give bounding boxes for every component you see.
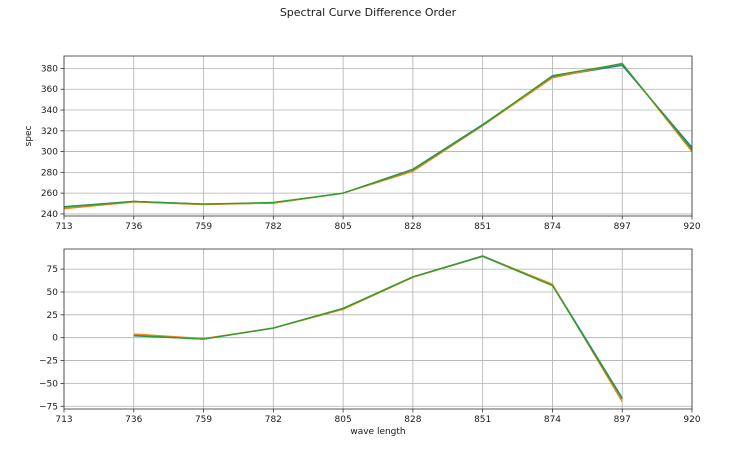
chart1-y-tick-label-6: 75	[47, 265, 58, 275]
chart1-x-tick-label-3: 782	[265, 415, 282, 425]
chart0-y-tick-label-5: 340	[41, 106, 58, 116]
chart0-x-tick-label-5: 828	[404, 222, 421, 232]
chart1-x-tick-label-9: 920	[683, 415, 700, 425]
chart1-x-tick-label-4: 805	[335, 415, 352, 425]
chart0-y-tick-label-4: 320	[41, 127, 58, 137]
chart0-series-line-2	[63, 63, 693, 208]
chart1-y-tick-label-3: 0	[52, 334, 58, 344]
chart1-y-tick-label-2: −25	[39, 357, 58, 367]
chart1-plot-frame	[63, 248, 693, 410]
chart1-y-tick-label-1: −50	[39, 379, 58, 389]
chart0-y-tick-label-7: 380	[41, 64, 58, 74]
chart0-x-tick-label-9: 920	[683, 222, 700, 232]
chart0-y-tick-label-0: 240	[41, 210, 58, 220]
chart0-plot-frame	[63, 55, 693, 217]
chart1-x-tick-label-6: 851	[474, 415, 491, 425]
chart0-y-tick-label-1: 260	[41, 189, 58, 199]
chart1-x-tick-label-2: 759	[195, 415, 212, 425]
chart0-x-tick-label-7: 874	[544, 222, 561, 232]
chart1-x-tick-label-5: 828	[404, 415, 421, 425]
chart1-x-tick-label-7: 874	[544, 415, 561, 425]
chart0-x-tick-label-8: 897	[614, 222, 631, 232]
chart0-y-tick-label-6: 360	[41, 85, 58, 95]
chart0-series-line-1	[63, 62, 693, 210]
chart1-x-axis-label: wave length	[350, 427, 405, 437]
chart1-x-tick-label-0: 713	[55, 415, 72, 425]
chart1-x-tick-label-1: 736	[125, 415, 142, 425]
chart0-x-tick-label-6: 851	[474, 222, 491, 232]
chart0-y-axis-label: spec	[24, 126, 34, 147]
chart0-x-tick-label-4: 805	[335, 222, 352, 232]
chart0-x-tick-label-0: 713	[55, 222, 72, 232]
figure-title: Spectral Curve Difference Order	[280, 6, 457, 19]
chart0-x-tick-label-2: 759	[195, 222, 212, 232]
chart1-x-tick-label-8: 897	[614, 415, 631, 425]
chart1-y-tick-label-5: 50	[47, 288, 59, 298]
chart0-y-tick-label-3: 300	[41, 148, 58, 158]
chart1-series-line-2	[133, 255, 623, 400]
chart1-series-line-1	[133, 255, 623, 403]
bottom-chart-difference: 713 736 759 782 805 828 851 874 897 920 −75 −50 −25 0…	[39, 248, 701, 437]
chart1-y-tick-label-0: −75	[39, 402, 58, 412]
chart0-x-tick-label-1: 736	[125, 222, 142, 232]
chart0-x-tick-label-3: 782	[265, 222, 282, 232]
chart0-series-line-0	[63, 64, 693, 208]
chart1-series-line-0	[133, 255, 623, 399]
top-chart-spec: 713 736 759 782 805 828 851 874 897 920 240 260 280 3…	[24, 55, 701, 232]
chart1-y-tick-label-4: 25	[47, 311, 58, 321]
chart0-y-tick-label-2: 280	[41, 168, 58, 178]
